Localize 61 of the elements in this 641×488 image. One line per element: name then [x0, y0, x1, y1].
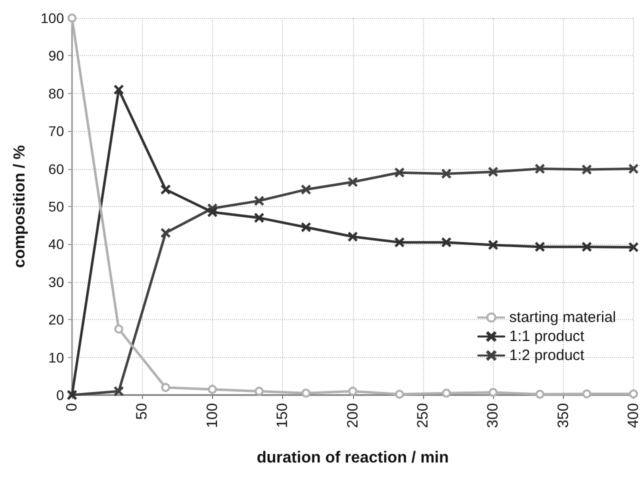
point — [488, 167, 498, 176]
point — [628, 242, 638, 252]
point — [442, 238, 452, 247]
point — [208, 384, 217, 394]
x-tick-label: 300 — [484, 403, 502, 428]
point — [161, 382, 170, 392]
legend-label: 1:2 product — [509, 347, 586, 364]
point — [254, 386, 264, 396]
point — [395, 390, 404, 399]
x-tick-label: 150 — [274, 403, 292, 428]
point — [114, 324, 124, 334]
point — [535, 242, 545, 252]
x-tick-label: 100 — [204, 403, 221, 428]
point — [208, 208, 218, 217]
y-tick-label: 40 — [48, 236, 64, 252]
y-tick-label: 20 — [48, 312, 64, 328]
point — [254, 213, 264, 222]
point — [582, 164, 592, 174]
x-axis-title: duration of reaction / min — [256, 450, 449, 466]
point — [442, 169, 452, 178]
point — [301, 222, 311, 232]
point — [535, 164, 545, 174]
point — [442, 388, 451, 398]
y-tick-label: 10 — [48, 349, 64, 366]
legend-label: 1:1 product — [509, 328, 586, 345]
y-tick-label: 70 — [48, 123, 64, 140]
point — [114, 386, 124, 396]
point — [629, 389, 638, 398]
point — [582, 242, 592, 252]
point — [394, 238, 404, 247]
point — [114, 84, 124, 94]
y-axis-title: composition / % — [12, 145, 28, 268]
point — [68, 14, 76, 22]
x-tick-label: 250 — [414, 403, 432, 428]
y-tick-label: 30 — [48, 274, 64, 290]
point — [160, 228, 170, 238]
y-tick-label: 50 — [48, 198, 64, 214]
point — [628, 164, 638, 174]
point — [302, 388, 311, 398]
y-tick-label: 80 — [48, 85, 64, 102]
point — [394, 168, 404, 178]
point — [582, 389, 592, 398]
point — [488, 388, 498, 397]
point — [348, 232, 358, 242]
point — [535, 390, 544, 399]
y-tick-label: 100 — [40, 10, 64, 26]
y-tick-label: 60 — [48, 160, 64, 177]
point — [488, 240, 498, 250]
point — [160, 184, 170, 194]
x-tick-label: 200 — [344, 403, 362, 428]
legend-label: starting material — [509, 309, 616, 326]
point — [348, 177, 358, 187]
x-tick-label: 50 — [134, 403, 151, 420]
point — [254, 196, 264, 206]
x-tick-label: 400 — [625, 403, 641, 428]
x-tick-label: 0 — [64, 403, 80, 412]
x-tick-label: 350 — [554, 403, 572, 428]
y-tick-label: 0 — [56, 387, 64, 403]
point — [301, 184, 311, 194]
point — [348, 386, 358, 396]
y-tick-label: 90 — [48, 48, 64, 64]
